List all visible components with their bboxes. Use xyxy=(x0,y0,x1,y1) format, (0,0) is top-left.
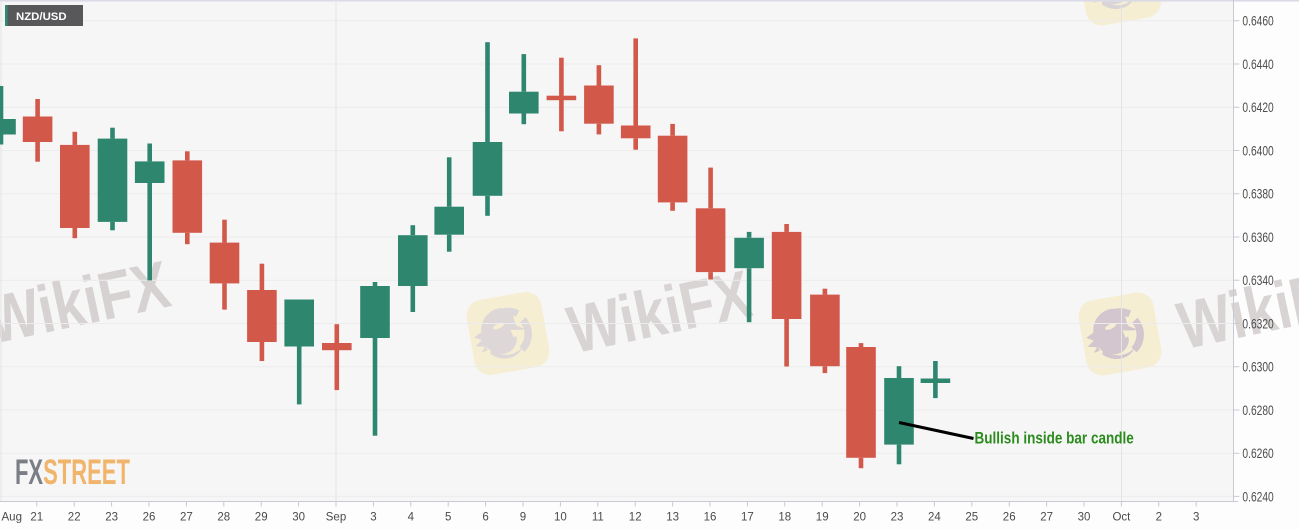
svg-text:Bullish inside bar candle: Bullish inside bar candle xyxy=(975,429,1134,448)
svg-text:11: 11 xyxy=(592,512,604,524)
svg-text:30: 30 xyxy=(1078,512,1091,524)
svg-text:3: 3 xyxy=(1193,512,1199,524)
svg-text:28: 28 xyxy=(217,512,230,524)
svg-text:Oct: Oct xyxy=(1112,512,1131,524)
svg-text:19: 19 xyxy=(816,512,829,524)
svg-text:6: 6 xyxy=(482,512,488,524)
svg-text:26: 26 xyxy=(143,512,156,524)
svg-text:12: 12 xyxy=(629,512,642,524)
svg-text:Aug: Aug xyxy=(2,512,22,524)
svg-text:20: 20 xyxy=(853,512,866,524)
svg-text:Sep: Sep xyxy=(326,512,346,524)
svg-text:2: 2 xyxy=(1156,512,1162,524)
svg-text:25: 25 xyxy=(965,512,978,524)
svg-text:0.6280: 0.6280 xyxy=(1242,403,1274,419)
svg-text:0.6440: 0.6440 xyxy=(1242,57,1274,73)
svg-text:0.6340: 0.6340 xyxy=(1242,273,1274,289)
svg-text:0.6300: 0.6300 xyxy=(1242,359,1274,375)
svg-text:13: 13 xyxy=(666,512,679,524)
svg-text:3: 3 xyxy=(370,512,376,524)
svg-text:27: 27 xyxy=(1040,512,1053,524)
svg-text:5: 5 xyxy=(445,512,451,524)
svg-text:16: 16 xyxy=(704,512,717,524)
svg-text:27: 27 xyxy=(180,512,193,524)
svg-text:0.6380: 0.6380 xyxy=(1242,186,1274,202)
svg-text:26: 26 xyxy=(1003,512,1016,524)
svg-text:29: 29 xyxy=(255,512,268,524)
svg-text:30: 30 xyxy=(292,512,305,524)
svg-text:17: 17 xyxy=(741,512,754,524)
svg-text:9: 9 xyxy=(520,512,526,524)
svg-text:23: 23 xyxy=(891,512,904,524)
svg-text:0.6400: 0.6400 xyxy=(1242,143,1274,159)
svg-text:0.6260: 0.6260 xyxy=(1242,446,1274,462)
svg-text:0.6320: 0.6320 xyxy=(1242,316,1274,332)
svg-text:10: 10 xyxy=(554,512,567,524)
svg-text:FXSTREET: FXSTREET xyxy=(15,453,130,493)
svg-text:21: 21 xyxy=(30,512,43,524)
svg-text:0.6240: 0.6240 xyxy=(1242,489,1274,505)
svg-text:18: 18 xyxy=(778,512,791,524)
svg-text:22: 22 xyxy=(68,512,81,524)
svg-text:4: 4 xyxy=(408,512,415,524)
svg-text:0.6360: 0.6360 xyxy=(1242,230,1274,246)
svg-text:0.6460: 0.6460 xyxy=(1242,13,1274,29)
svg-text:0.6420: 0.6420 xyxy=(1242,100,1274,116)
svg-text:24: 24 xyxy=(928,512,941,524)
svg-text:NZD/USD: NZD/USD xyxy=(16,11,67,23)
svg-text:23: 23 xyxy=(105,512,118,524)
